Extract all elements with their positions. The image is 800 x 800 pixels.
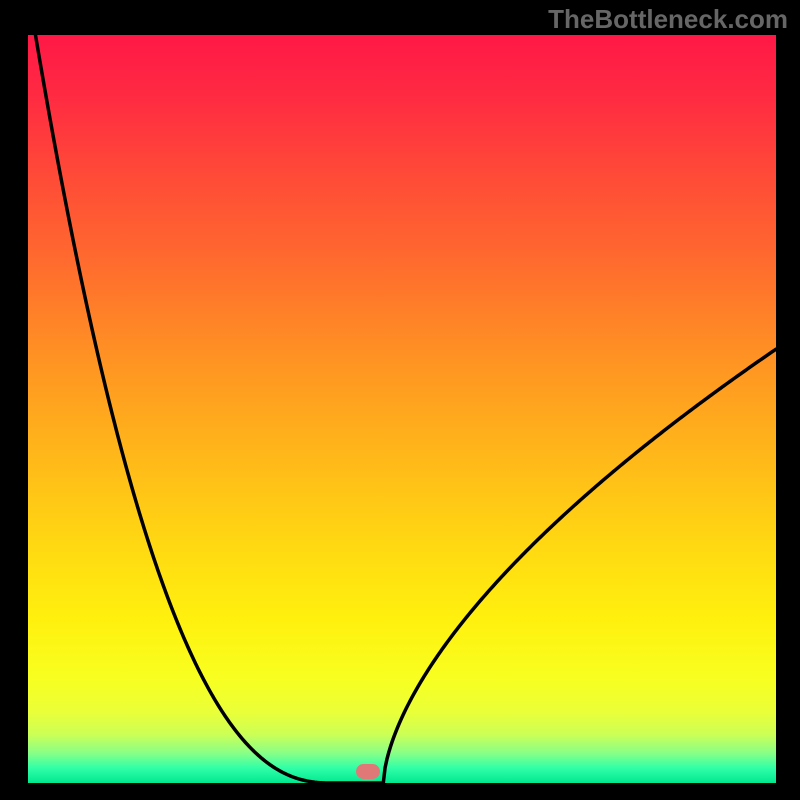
optimum-marker-dot (356, 764, 380, 779)
watermark-text: TheBottleneck.com (548, 4, 788, 35)
bottleneck-curve (0, 0, 800, 800)
bottleneck-curve-path (35, 35, 776, 783)
chart-container: TheBottleneck.com (0, 0, 800, 800)
